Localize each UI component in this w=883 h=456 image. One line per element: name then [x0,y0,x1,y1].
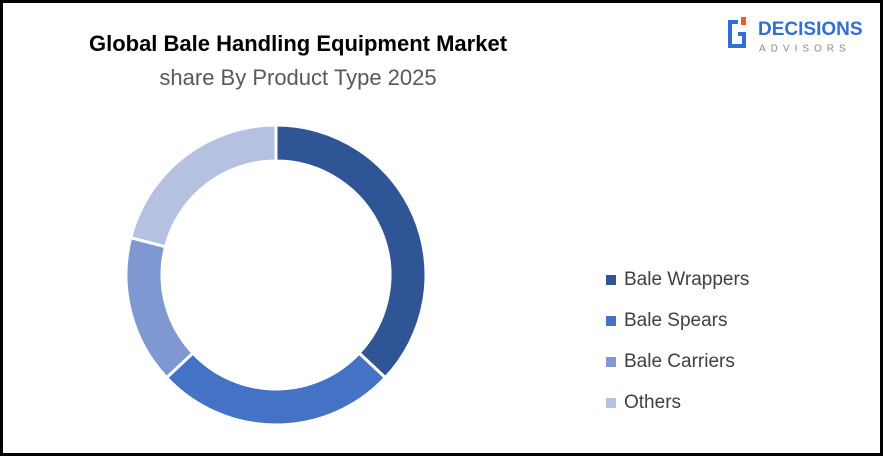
legend-swatch [606,357,616,367]
legend-swatch [606,275,616,285]
legend-label: Bale Wrappers [624,269,749,290]
legend-swatch [606,398,616,408]
logo-icon [728,20,746,48]
logo-name: DECISIONS [758,19,863,40]
logo-accent [741,17,746,25]
legend-label: Bale Spears [624,310,728,331]
legend-label: Bale Carriers [624,351,735,372]
chart-title: Global Bale Handling Equipment Market [89,31,508,56]
donut-segment [128,123,278,249]
logo: DECISIONS ADVISORS [728,17,863,55]
donut-segment [274,123,428,380]
legend-label: Others [624,392,681,413]
logo-tagline: ADVISORS [759,44,851,55]
chart-subtitle: share By Product Type 2025 [159,65,436,90]
legend-swatch [606,316,616,326]
